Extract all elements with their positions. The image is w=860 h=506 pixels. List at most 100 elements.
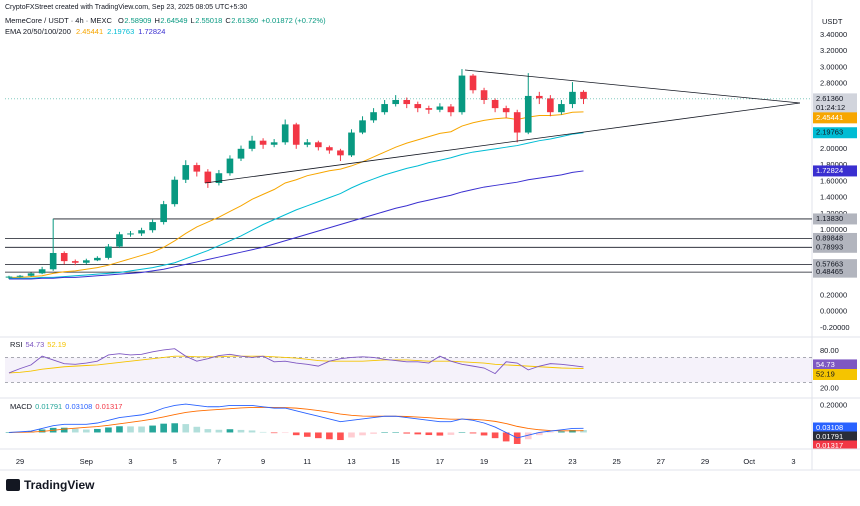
candle-body bbox=[237, 148, 245, 159]
rsi-band bbox=[5, 357, 812, 383]
candle-body bbox=[381, 104, 388, 113]
price-label: 2.61360 bbox=[816, 94, 843, 103]
logo-text: TradingView bbox=[24, 478, 95, 492]
macd-histogram-bar bbox=[414, 432, 422, 435]
macd-histogram-bar bbox=[469, 432, 477, 434]
x-tick-label: 13 bbox=[347, 457, 355, 466]
ohlc-item: C bbox=[225, 16, 231, 25]
macd-histogram-bar bbox=[580, 430, 587, 433]
y-tick-label: -0.20000 bbox=[820, 323, 850, 332]
candle-body bbox=[105, 246, 112, 258]
level-label-bg bbox=[813, 232, 857, 244]
macd-histogram-bar bbox=[259, 431, 267, 433]
macd-histogram-bar bbox=[535, 432, 543, 436]
ema-label-box-bg bbox=[813, 112, 857, 124]
macd-histogram-bar bbox=[558, 431, 565, 433]
ohlc-item: 2.61360 bbox=[231, 16, 258, 25]
x-tick-label: 15 bbox=[392, 457, 400, 466]
candle-body bbox=[193, 165, 201, 172]
candle-body bbox=[392, 99, 399, 105]
candle-body bbox=[535, 95, 543, 99]
x-tick-label: Oct bbox=[743, 457, 756, 466]
level-label: 0.89848 bbox=[816, 233, 843, 242]
macd-histogram-bar bbox=[381, 432, 388, 433]
currency: USDT bbox=[822, 17, 843, 26]
rsi-legend: 54.73 bbox=[26, 340, 45, 349]
macd-histogram-bar bbox=[524, 432, 532, 440]
candle-body bbox=[513, 112, 521, 133]
macd-histogram-bar bbox=[315, 432, 322, 439]
macd-histogram-bar bbox=[204, 429, 212, 433]
macd-hist-box: 0.01791 bbox=[816, 432, 843, 441]
candle-body bbox=[71, 261, 79, 263]
candle-body bbox=[38, 269, 46, 274]
candle-body bbox=[138, 230, 145, 234]
level-label-bg bbox=[813, 213, 857, 225]
candle-body bbox=[292, 124, 300, 145]
macd-hist-box-bg bbox=[813, 431, 857, 443]
macd-histogram-bar bbox=[248, 430, 256, 433]
macd-histogram-bar bbox=[5, 432, 13, 433]
candle-body bbox=[5, 276, 13, 278]
level-label-bg bbox=[813, 259, 857, 271]
candle-body bbox=[580, 91, 587, 99]
candle-body bbox=[60, 252, 68, 262]
ema-line bbox=[8, 170, 584, 280]
layers bbox=[5, 69, 812, 280]
ohlc-item: L bbox=[191, 16, 195, 25]
x-tick-label: 7 bbox=[217, 457, 221, 466]
rsi-ma-box-bg bbox=[813, 369, 857, 381]
candle-body bbox=[359, 120, 366, 133]
macd-value-box-bg bbox=[813, 422, 857, 434]
rsi-value-box-bg bbox=[813, 359, 857, 371]
candle-body bbox=[414, 104, 422, 109]
countdown: 01:24:12 bbox=[816, 103, 845, 112]
ema-label-box-bg bbox=[813, 127, 857, 139]
x-tick-label: 9 bbox=[261, 457, 265, 466]
rsi-legend: 52.19 bbox=[47, 340, 66, 349]
rsi-value-box: 54.73 bbox=[816, 360, 835, 369]
macd-histogram-bar bbox=[281, 432, 289, 434]
ohlc-item: H bbox=[154, 16, 159, 25]
candle-body bbox=[326, 147, 333, 151]
macd-histogram-bar bbox=[359, 432, 366, 436]
y-tick-label: 2.00000 bbox=[820, 144, 847, 153]
rsi-tick-label: 80.00 bbox=[820, 346, 839, 355]
macd-histogram-bar bbox=[182, 424, 190, 433]
x-tick-label: 17 bbox=[436, 457, 444, 466]
macd-histogram-bar bbox=[237, 429, 245, 433]
x-tick-label: 5 bbox=[173, 457, 177, 466]
rsi-legend: RSI bbox=[10, 340, 23, 349]
y-tick-label: 3.00000 bbox=[820, 62, 847, 71]
trendline bbox=[204, 102, 801, 184]
macd-histogram-bar bbox=[127, 426, 134, 433]
macd-histogram-bar bbox=[425, 432, 433, 436]
x-tick-label: 21 bbox=[524, 457, 532, 466]
candle-body bbox=[171, 179, 179, 205]
ema-label-box: 2.45441 bbox=[816, 113, 843, 122]
y-tick-label: 1.60000 bbox=[820, 176, 847, 185]
rsi-line bbox=[8, 348, 584, 375]
candle-body bbox=[248, 140, 256, 149]
macd-histogram-bar bbox=[447, 432, 455, 435]
macd-histogram-bar bbox=[270, 432, 278, 434]
ema-value: 2.45441 bbox=[76, 27, 103, 36]
x-tick-label: 3 bbox=[791, 457, 795, 466]
macd-histogram-bar bbox=[83, 429, 90, 433]
candle-body bbox=[27, 273, 35, 276]
macd-histogram-bar bbox=[337, 432, 344, 441]
macd-histogram-bar bbox=[60, 427, 68, 433]
macd-histogram-bar bbox=[94, 428, 101, 433]
x-tick-label: 11 bbox=[303, 457, 311, 466]
ema-line bbox=[8, 132, 584, 279]
x-tick-label: 19 bbox=[480, 457, 488, 466]
candle-body bbox=[348, 132, 355, 156]
macd-histogram-bar bbox=[71, 428, 79, 433]
x-tick-label: 29 bbox=[16, 457, 24, 466]
candle-body bbox=[436, 106, 444, 110]
y-tick-label: 0.20000 bbox=[820, 290, 847, 299]
macd-histogram-bar bbox=[226, 429, 234, 433]
macd-histogram-bar bbox=[215, 429, 223, 433]
